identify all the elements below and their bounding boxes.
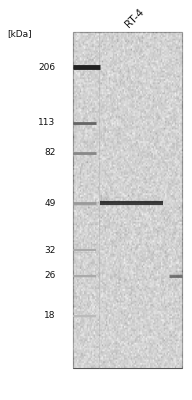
- Text: 18: 18: [44, 312, 56, 320]
- Text: 113: 113: [38, 118, 56, 127]
- Text: RT-4: RT-4: [123, 7, 146, 30]
- Text: 82: 82: [44, 148, 56, 158]
- Text: 49: 49: [44, 199, 56, 208]
- Text: [kDa]: [kDa]: [8, 30, 32, 38]
- Text: 26: 26: [44, 271, 56, 280]
- Bar: [73, 32, 182, 368]
- Text: 206: 206: [39, 63, 56, 72]
- Text: 32: 32: [44, 246, 56, 255]
